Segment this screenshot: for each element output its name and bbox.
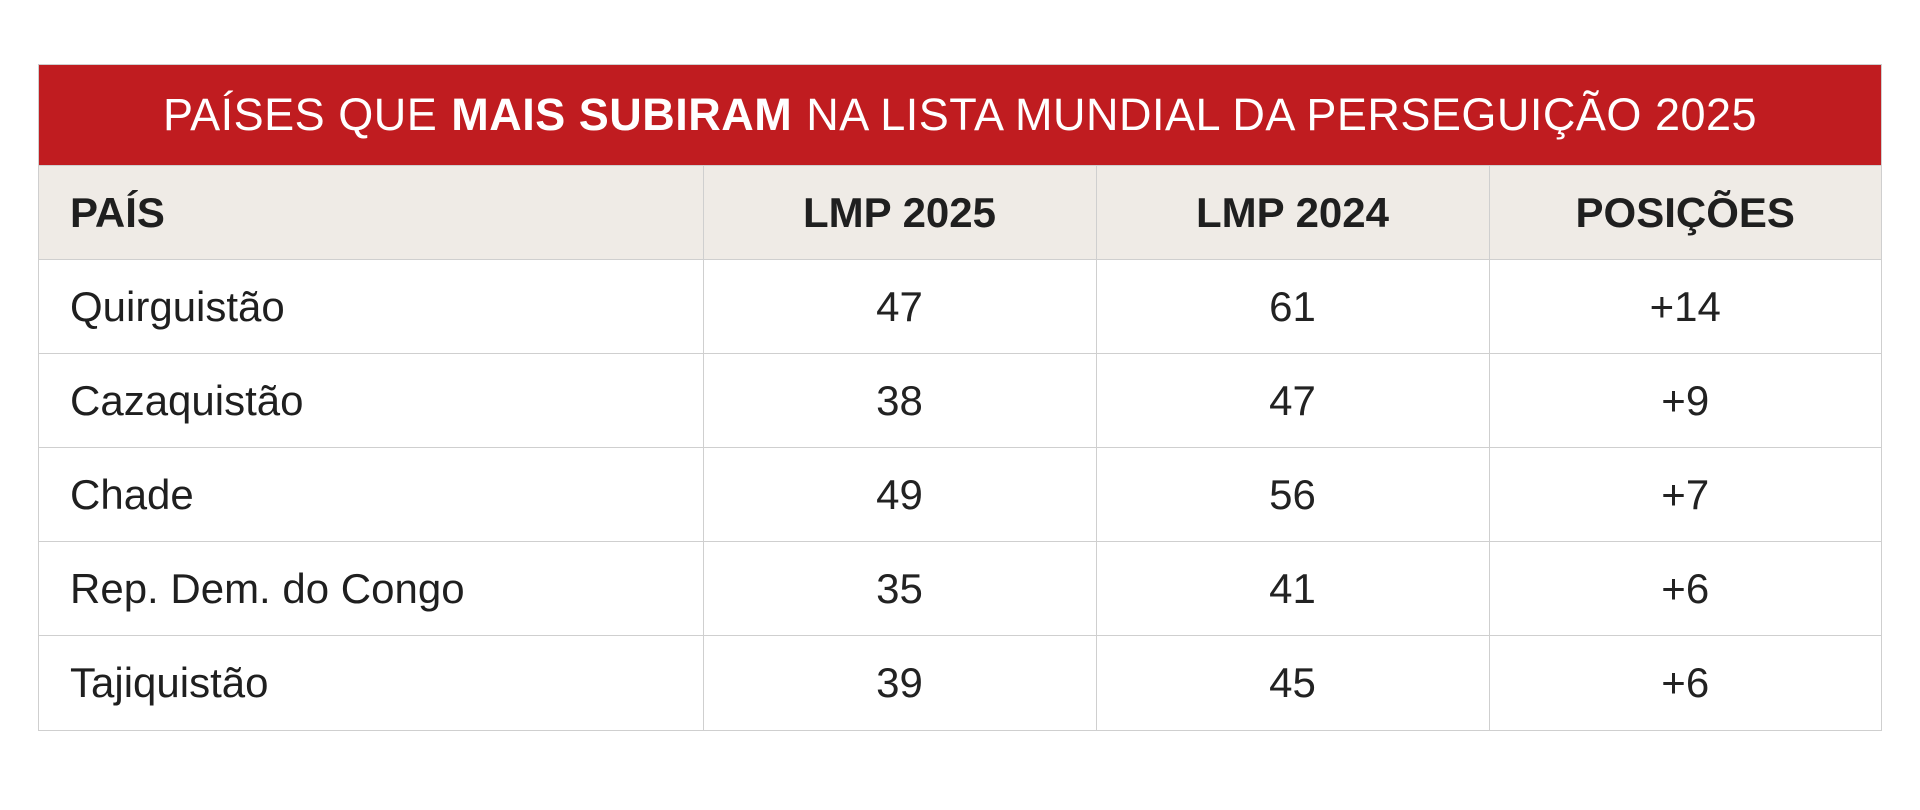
cell-lmp-2024: 61 (1095, 259, 1489, 354)
cell-country: Tajiquistão (39, 635, 703, 730)
table-title: PAÍSES QUE MAIS SUBIRAM NA LISTA MUNDIAL… (39, 65, 1881, 165)
table-row: Quirguistão 47 61 +14 (39, 259, 1881, 354)
cell-country: Quirguistão (39, 259, 703, 354)
table-row: Rep. Dem. do Congo 35 41 +6 (39, 541, 1881, 636)
cell-lmp-2024: 47 (1095, 353, 1489, 448)
column-header-country: PAÍS (39, 165, 703, 260)
cell-lmp-2024: 56 (1095, 447, 1489, 542)
title-bold: MAIS SUBIRAM (451, 89, 793, 140)
cell-lmp-2025: 47 (702, 259, 1096, 354)
cell-lmp-2025: 38 (702, 353, 1096, 448)
header-row: PAÍS LMP 2025 LMP 2024 POSIÇÕES (39, 165, 1881, 260)
cell-positions: +9 (1488, 353, 1881, 448)
cell-lmp-2025: 35 (702, 541, 1096, 636)
cell-lmp-2025: 39 (702, 635, 1096, 730)
column-header-positions: POSIÇÕES (1488, 165, 1881, 260)
cell-lmp-2024: 41 (1095, 541, 1489, 636)
cell-country: Rep. Dem. do Congo (39, 541, 703, 636)
cell-country: Cazaquistão (39, 353, 703, 448)
cell-lmp-2025: 49 (702, 447, 1096, 542)
table-row: Chade 49 56 +7 (39, 447, 1881, 542)
ranking-table: PAÍSES QUE MAIS SUBIRAM NA LISTA MUNDIAL… (38, 64, 1882, 731)
data-table: PAÍS LMP 2025 LMP 2024 POSIÇÕES Quirguis… (39, 165, 1881, 730)
title-part-2: NA LISTA MUNDIAL DA PERSEGUIÇÃO 2025 (806, 89, 1758, 140)
column-header-lmp-2025: LMP 2025 (702, 165, 1096, 260)
table-row: Tajiquistão 39 45 +6 (39, 635, 1881, 730)
cell-positions: +7 (1488, 447, 1881, 542)
cell-lmp-2024: 45 (1095, 635, 1489, 730)
column-header-lmp-2024: LMP 2024 (1095, 165, 1489, 260)
title-part-1: PAÍSES QUE (162, 89, 438, 140)
cell-positions: +6 (1488, 635, 1881, 730)
cell-positions: +6 (1488, 541, 1881, 636)
cell-positions: +14 (1488, 259, 1881, 354)
cell-country: Chade (39, 447, 703, 542)
table-row: Cazaquistão 38 47 +9 (39, 353, 1881, 448)
